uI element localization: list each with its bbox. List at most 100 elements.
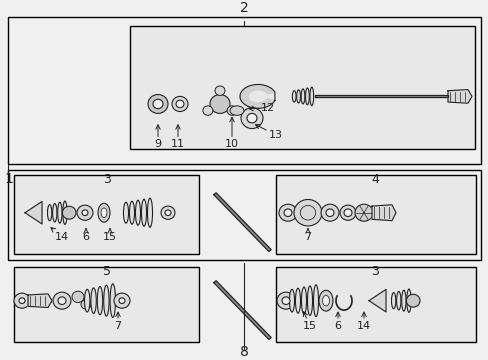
- Text: 14: 14: [356, 312, 370, 331]
- Ellipse shape: [318, 290, 332, 311]
- Ellipse shape: [58, 297, 66, 305]
- Ellipse shape: [307, 286, 312, 315]
- Ellipse shape: [72, 291, 84, 302]
- Ellipse shape: [77, 205, 93, 220]
- Ellipse shape: [406, 294, 419, 307]
- Ellipse shape: [123, 202, 128, 223]
- Text: 6: 6: [334, 312, 341, 331]
- Ellipse shape: [339, 205, 355, 220]
- Text: 12: 12: [248, 103, 274, 113]
- Ellipse shape: [119, 298, 125, 303]
- Polygon shape: [314, 95, 447, 97]
- Ellipse shape: [135, 200, 140, 225]
- Ellipse shape: [98, 203, 110, 222]
- Ellipse shape: [226, 106, 237, 115]
- Ellipse shape: [172, 96, 187, 112]
- Ellipse shape: [164, 210, 171, 216]
- Ellipse shape: [215, 86, 224, 95]
- Text: 7: 7: [304, 229, 311, 242]
- Polygon shape: [240, 85, 274, 108]
- Ellipse shape: [62, 201, 67, 224]
- Ellipse shape: [325, 209, 333, 216]
- Polygon shape: [368, 289, 385, 312]
- Ellipse shape: [110, 284, 115, 318]
- Polygon shape: [28, 294, 52, 307]
- Bar: [14, 175, 199, 254]
- Ellipse shape: [114, 293, 130, 308]
- Bar: [275, 175, 475, 254]
- Ellipse shape: [101, 208, 107, 217]
- Ellipse shape: [396, 292, 400, 310]
- Ellipse shape: [97, 287, 102, 315]
- Ellipse shape: [305, 88, 308, 105]
- Ellipse shape: [246, 113, 257, 123]
- Ellipse shape: [293, 199, 321, 226]
- Ellipse shape: [241, 108, 263, 129]
- Ellipse shape: [282, 297, 289, 305]
- Text: 4: 4: [370, 173, 378, 186]
- Polygon shape: [25, 202, 42, 224]
- Text: 13: 13: [255, 125, 283, 140]
- Text: 1: 1: [4, 172, 13, 186]
- Text: 8: 8: [239, 345, 248, 359]
- Ellipse shape: [301, 89, 304, 104]
- Ellipse shape: [91, 288, 96, 314]
- Polygon shape: [371, 205, 395, 221]
- Bar: [8, 17, 480, 163]
- Ellipse shape: [320, 204, 338, 221]
- Ellipse shape: [47, 205, 52, 221]
- Text: 14: 14: [51, 228, 69, 242]
- Ellipse shape: [401, 290, 405, 311]
- Text: 3: 3: [103, 173, 111, 186]
- Ellipse shape: [103, 285, 109, 316]
- Text: 2: 2: [239, 1, 248, 15]
- Text: 3: 3: [370, 265, 378, 278]
- Text: 5: 5: [103, 265, 111, 278]
- Ellipse shape: [203, 106, 212, 115]
- Ellipse shape: [141, 199, 146, 226]
- Ellipse shape: [313, 285, 318, 316]
- Ellipse shape: [148, 94, 168, 113]
- Polygon shape: [213, 281, 270, 339]
- Ellipse shape: [53, 292, 71, 309]
- Text: 15: 15: [103, 229, 117, 242]
- Ellipse shape: [309, 87, 313, 106]
- Ellipse shape: [81, 300, 91, 309]
- Ellipse shape: [343, 209, 351, 216]
- Ellipse shape: [58, 202, 62, 223]
- Text: 10: 10: [224, 117, 239, 149]
- Ellipse shape: [292, 91, 295, 102]
- Ellipse shape: [147, 198, 152, 227]
- Ellipse shape: [354, 204, 372, 221]
- Bar: [14, 267, 199, 342]
- Ellipse shape: [62, 206, 76, 219]
- Polygon shape: [213, 193, 270, 252]
- Ellipse shape: [161, 206, 175, 219]
- Ellipse shape: [229, 106, 244, 115]
- Ellipse shape: [153, 99, 163, 109]
- Bar: [8, 170, 480, 260]
- Ellipse shape: [391, 293, 395, 309]
- Ellipse shape: [84, 289, 90, 312]
- Ellipse shape: [129, 201, 134, 224]
- Ellipse shape: [14, 293, 30, 308]
- Text: 7: 7: [114, 312, 122, 331]
- Text: 6: 6: [82, 229, 89, 242]
- Text: 11: 11: [171, 125, 184, 149]
- Ellipse shape: [284, 209, 291, 216]
- Ellipse shape: [301, 287, 306, 314]
- Text: 9: 9: [154, 125, 161, 149]
- Ellipse shape: [82, 210, 88, 216]
- Bar: [275, 267, 475, 342]
- Ellipse shape: [406, 289, 410, 312]
- Ellipse shape: [53, 203, 57, 222]
- Ellipse shape: [322, 296, 329, 306]
- Ellipse shape: [19, 298, 25, 303]
- Bar: [130, 26, 474, 149]
- Ellipse shape: [209, 94, 229, 113]
- Text: 15: 15: [303, 312, 316, 331]
- Ellipse shape: [295, 288, 300, 313]
- Ellipse shape: [279, 204, 296, 221]
- Polygon shape: [447, 90, 471, 103]
- Ellipse shape: [296, 90, 300, 103]
